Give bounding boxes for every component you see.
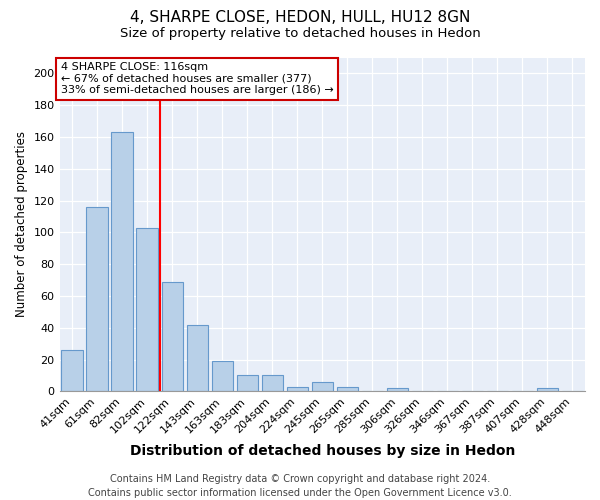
Bar: [61, 350, 83, 392]
Bar: [187, 324, 208, 392]
Text: Contains HM Land Registry data © Crown copyright and database right 2024.
Contai: Contains HM Land Registry data © Crown c…: [88, 474, 512, 498]
Text: 4, SHARPE CLOSE, HEDON, HULL, HU12 8GN: 4, SHARPE CLOSE, HEDON, HULL, HU12 8GN: [130, 10, 470, 25]
Bar: [337, 386, 358, 392]
Text: 4 SHARPE CLOSE: 116sqm
← 67% of detached houses are smaller (377)
33% of semi-de: 4 SHARPE CLOSE: 116sqm ← 67% of detached…: [61, 62, 334, 96]
X-axis label: Distribution of detached houses by size in Hedon: Distribution of detached houses by size …: [130, 444, 515, 458]
Bar: [387, 388, 408, 392]
Bar: [112, 132, 133, 392]
Bar: [212, 361, 233, 392]
Bar: [262, 376, 283, 392]
Bar: [287, 386, 308, 392]
Bar: [136, 228, 158, 392]
Bar: [236, 376, 258, 392]
Bar: [86, 207, 108, 392]
Y-axis label: Number of detached properties: Number of detached properties: [15, 132, 28, 318]
Bar: [537, 388, 558, 392]
Bar: [161, 282, 183, 392]
Bar: [311, 382, 333, 392]
Text: Size of property relative to detached houses in Hedon: Size of property relative to detached ho…: [119, 28, 481, 40]
